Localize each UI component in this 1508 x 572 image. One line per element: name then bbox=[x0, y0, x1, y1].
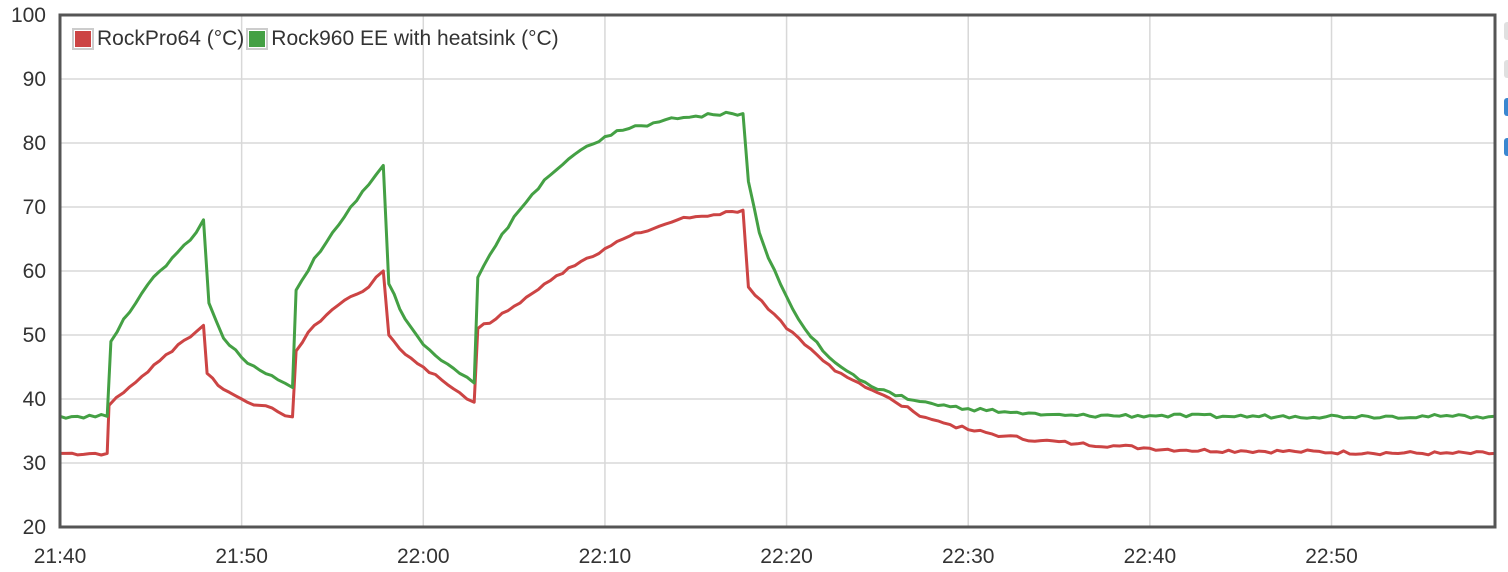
y-tick-label: 40 bbox=[23, 388, 46, 411]
x-tick-label: 22:40 bbox=[1124, 545, 1177, 568]
legend-item-rock960[interactable]: Rock960 EE with heatsink (°C) bbox=[246, 27, 559, 51]
x-tick-label: 22:50 bbox=[1305, 545, 1358, 568]
legend-label-rockpro64: RockPro64 (°C) bbox=[97, 27, 245, 50]
x-tick-label: 22:30 bbox=[942, 545, 995, 568]
edge-control[interactable] bbox=[1504, 60, 1508, 78]
x-tick-label: 21:40 bbox=[34, 545, 87, 568]
y-tick-label: 80 bbox=[23, 132, 46, 155]
y-tick-label: 70 bbox=[23, 196, 46, 219]
legend-item-rockpro64[interactable]: RockPro64 (°C) bbox=[72, 27, 244, 51]
y-tick-label: 90 bbox=[23, 68, 46, 91]
y-tick-label: 20 bbox=[23, 516, 46, 539]
plot-frame bbox=[58, 13, 1497, 529]
x-tick-label: 22:10 bbox=[579, 545, 632, 568]
y-tick-label: 30 bbox=[23, 452, 46, 475]
legend-swatch-rockpro64 bbox=[72, 28, 94, 50]
grid bbox=[59, 14, 1495, 528]
axes: 20 30 40 50 60 70 80 90 100 21:40 21:50 22:00 22:10 2… bbox=[11, 4, 1497, 568]
series-lines bbox=[59, 110, 1496, 457]
legend-swatch-rock960 bbox=[246, 28, 269, 50]
edge-control[interactable] bbox=[1504, 98, 1508, 116]
x-tick-label: 21:50 bbox=[215, 545, 268, 568]
edge-control[interactable] bbox=[1504, 22, 1508, 40]
edge-control[interactable] bbox=[1504, 138, 1508, 156]
legend-label-rock960: Rock960 EE with heatsink (°C) bbox=[271, 27, 559, 50]
legend: RockPro64 (°C) Rock960 EE with heatsink … bbox=[72, 27, 561, 51]
x-tick-label: 22:00 bbox=[397, 545, 450, 568]
x-tick-label: 22:20 bbox=[760, 545, 813, 568]
series-line-1 bbox=[59, 110, 1496, 420]
y-tick-label: 100 bbox=[11, 4, 46, 27]
series-line-0 bbox=[60, 208, 1496, 457]
y-tick-label: 50 bbox=[23, 324, 46, 347]
y-tick-label: 60 bbox=[23, 260, 46, 283]
